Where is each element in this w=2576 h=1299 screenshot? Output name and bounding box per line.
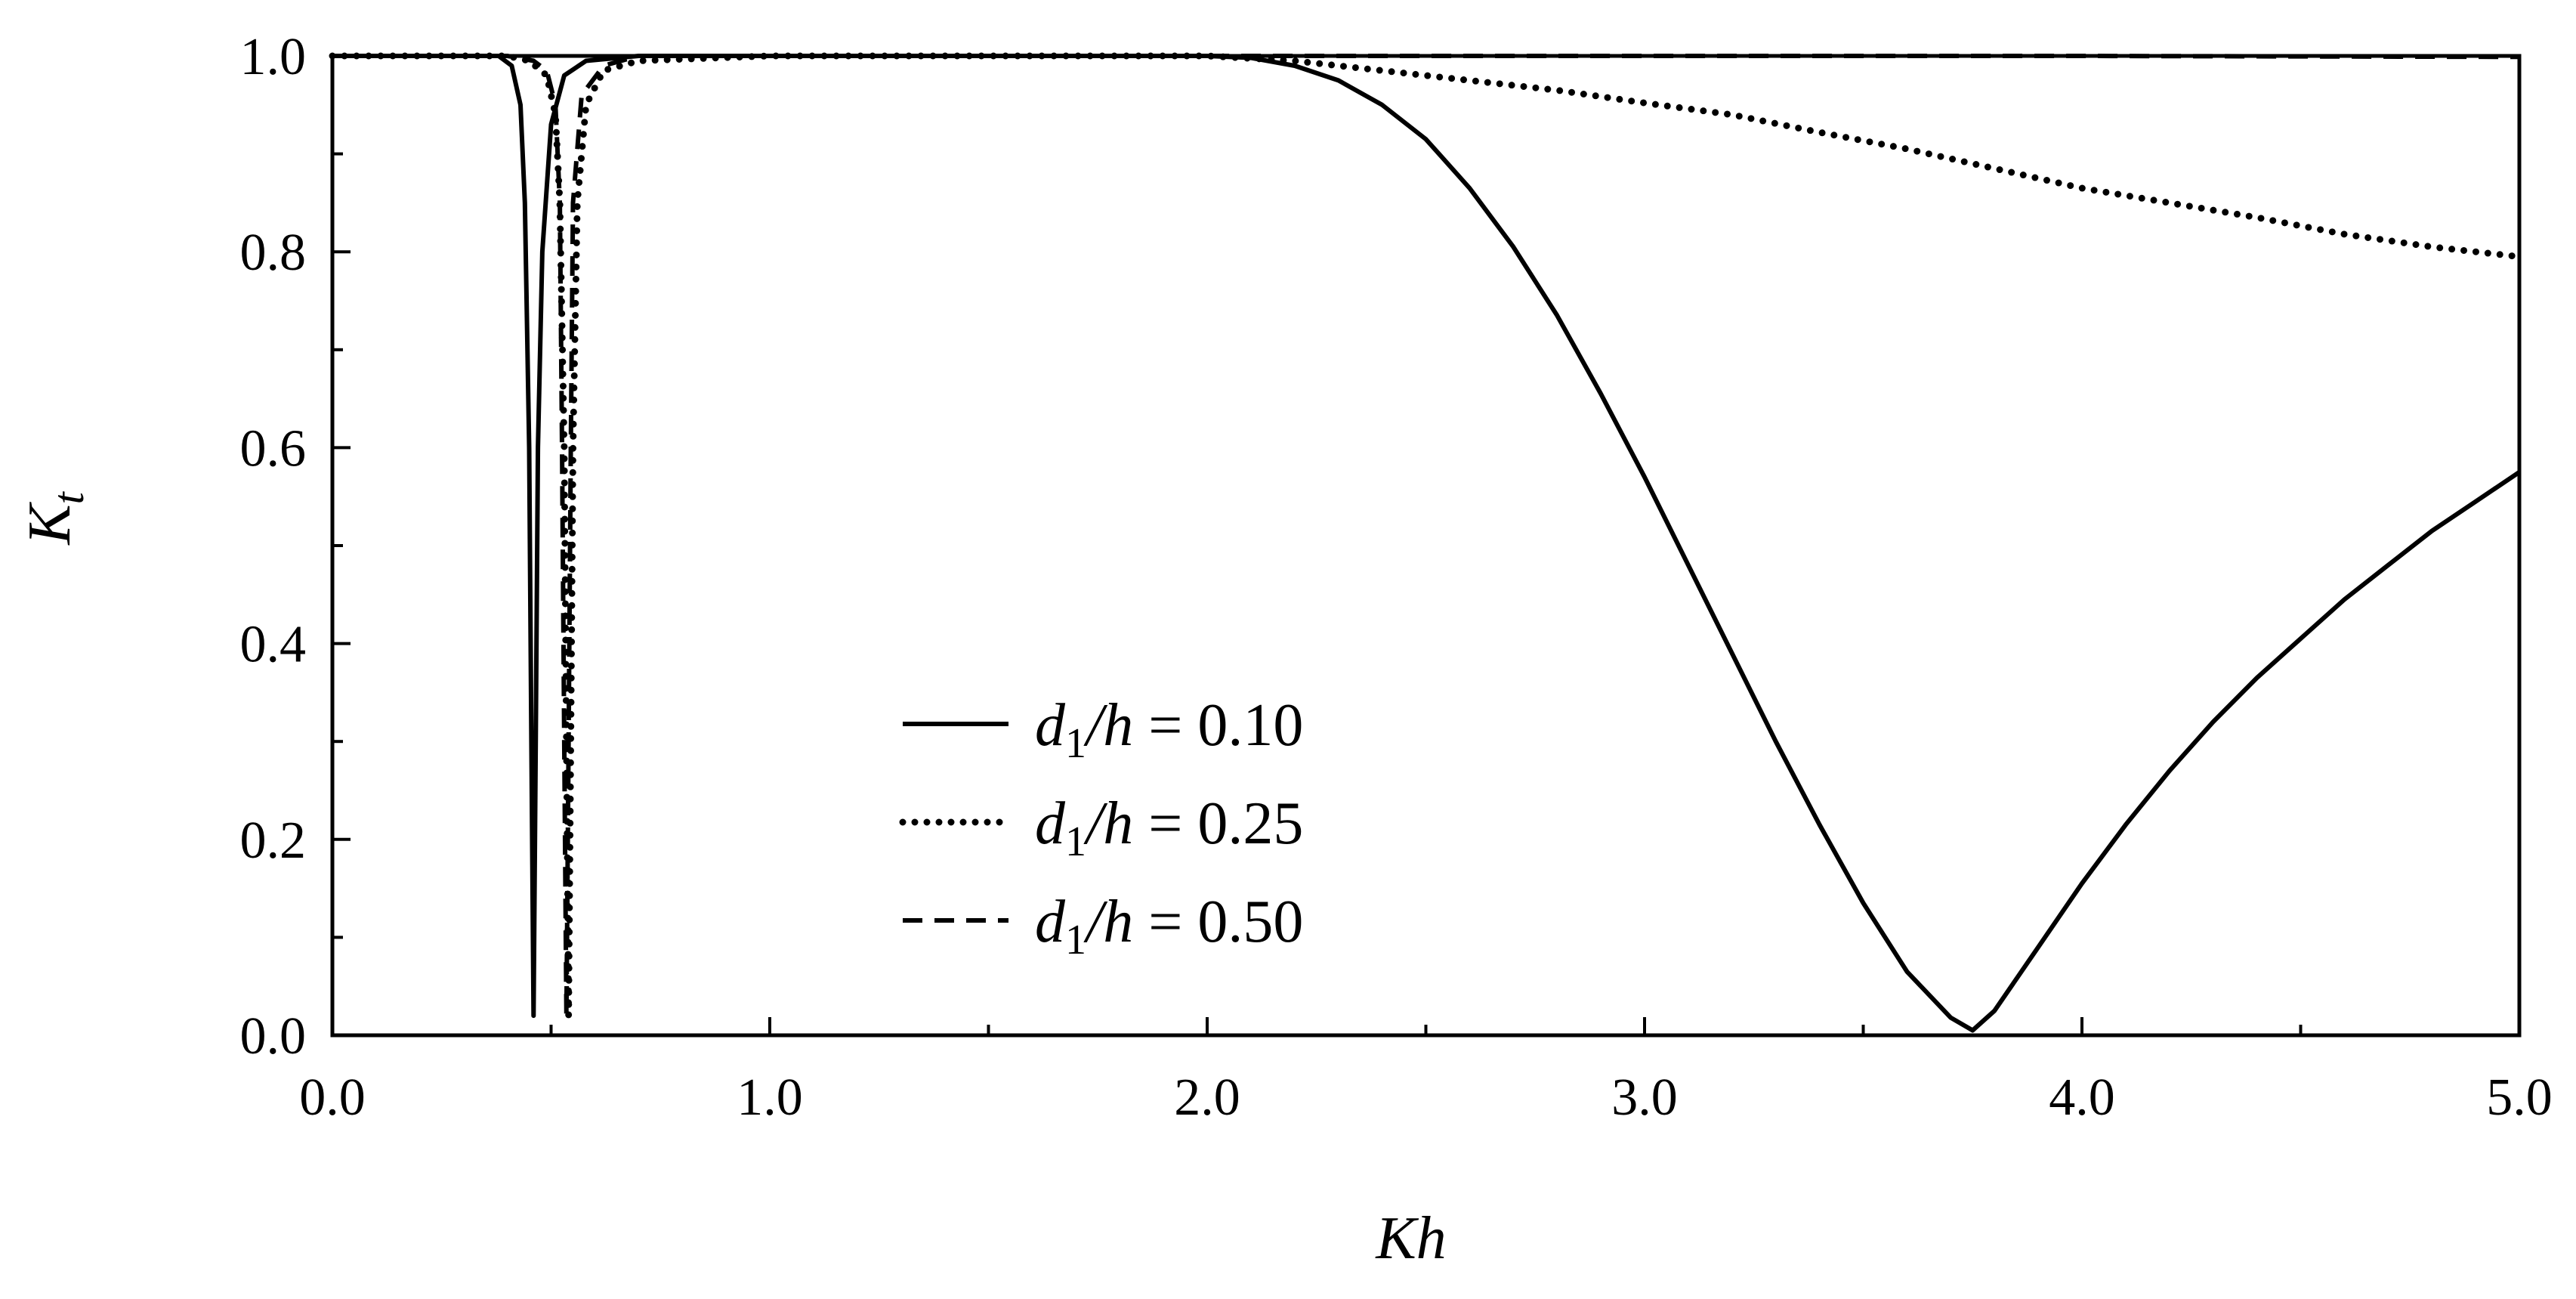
y-tick-label: 0.8: [240, 224, 307, 282]
legend-label-2: d1/h = 0.25: [1035, 790, 1303, 865]
x-axis-title: Kh: [1375, 1205, 1446, 1272]
series-line-1: [332, 54, 2521, 1033]
y-tick-label: 0.0: [240, 1007, 307, 1065]
series-line-3: [332, 54, 2520, 1019]
x-tick-label: 4.0: [2049, 1069, 2115, 1127]
tick-layer: 0.0 1.0 2.0 3.0 4.0 5.0 0.0 0.2 0.4 0.6 0.8 1.0: [240, 28, 2553, 1127]
y-axis-title-main: K: [17, 502, 83, 546]
y-tick-label: 0.2: [240, 812, 307, 870]
x-tick-label: 3.0: [1611, 1069, 1678, 1127]
y-tick-label: 0.4: [240, 616, 307, 674]
y-tick-label: 0.6: [240, 419, 307, 478]
legend: d1/h = 0.10 d1/h = 0.25 d1/h = 0.50: [899, 692, 1303, 963]
series-layer: [329, 52, 2523, 1033]
legend-label-3: d1/h = 0.50: [1035, 889, 1303, 963]
y-tick-label: 1.0: [240, 28, 307, 86]
y-axis-title: Kt: [17, 490, 93, 545]
x-tick-label: 0.0: [299, 1069, 366, 1127]
x-tick-label: 1.0: [737, 1069, 803, 1127]
legend-label-1: d1/h = 0.10: [1035, 692, 1303, 767]
x-tick-label: 5.0: [2486, 1069, 2553, 1127]
y-axis-title-subscript: t: [44, 490, 93, 504]
x-tick-label: 2.0: [1174, 1069, 1240, 1127]
